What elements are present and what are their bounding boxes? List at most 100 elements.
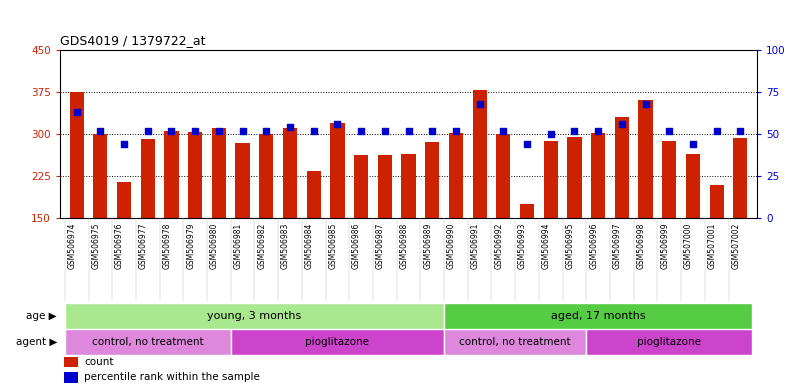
Point: [615, 121, 628, 127]
Point: [165, 127, 178, 134]
Bar: [260, 134, 273, 218]
Bar: [614, 117, 629, 218]
Bar: [444, 303, 752, 329]
Bar: [544, 141, 557, 218]
Bar: [496, 134, 510, 218]
Point: [521, 141, 533, 147]
Point: [592, 127, 605, 134]
Text: GSM506998: GSM506998: [637, 223, 646, 269]
Point: [284, 124, 296, 130]
Bar: [425, 142, 439, 218]
Text: GSM506997: GSM506997: [613, 223, 622, 269]
Text: aged, 17 months: aged, 17 months: [551, 311, 646, 321]
Text: control, no treatment: control, no treatment: [92, 337, 203, 347]
Text: GSM506991: GSM506991: [471, 223, 480, 269]
Bar: [231, 329, 444, 355]
Point: [212, 127, 225, 134]
Text: GSM506994: GSM506994: [541, 223, 551, 269]
Text: agent ▶: agent ▶: [16, 337, 57, 347]
Bar: [638, 100, 653, 218]
Point: [639, 101, 652, 107]
Point: [402, 127, 415, 134]
Bar: [401, 154, 416, 218]
Point: [94, 127, 107, 134]
Text: pioglitazone: pioglitazone: [305, 337, 369, 347]
Point: [118, 141, 131, 147]
Bar: [188, 132, 203, 218]
Point: [473, 101, 486, 107]
Bar: [449, 133, 463, 218]
Text: GSM506975: GSM506975: [91, 223, 100, 269]
Point: [568, 127, 581, 134]
Text: GSM507002: GSM507002: [731, 223, 740, 269]
Bar: [733, 138, 747, 218]
Text: pioglitazone: pioglitazone: [638, 337, 701, 347]
Bar: [64, 357, 78, 367]
Bar: [686, 154, 700, 218]
Text: GSM506977: GSM506977: [139, 223, 147, 269]
Text: GSM506986: GSM506986: [352, 223, 361, 269]
Bar: [65, 303, 444, 329]
Text: GSM506992: GSM506992: [494, 223, 503, 269]
Bar: [591, 133, 606, 218]
Bar: [235, 143, 250, 218]
Point: [331, 121, 344, 127]
Text: GSM506987: GSM506987: [376, 223, 384, 269]
Point: [545, 131, 557, 137]
Text: GSM507001: GSM507001: [707, 223, 717, 269]
Text: GSM506981: GSM506981: [234, 223, 243, 269]
Bar: [141, 139, 155, 218]
Text: age ▶: age ▶: [26, 311, 57, 321]
Point: [260, 127, 272, 134]
Bar: [662, 141, 676, 218]
Text: GSM506982: GSM506982: [257, 223, 266, 269]
Text: GSM506974: GSM506974: [67, 223, 77, 269]
Text: GSM506976: GSM506976: [115, 223, 124, 269]
Point: [734, 127, 747, 134]
Point: [378, 127, 391, 134]
Text: GSM507000: GSM507000: [684, 223, 693, 269]
Bar: [473, 90, 487, 218]
Point: [141, 127, 154, 134]
Text: GSM506984: GSM506984: [304, 223, 314, 269]
Text: young, 3 months: young, 3 months: [207, 311, 301, 321]
Bar: [70, 92, 84, 218]
Point: [449, 127, 462, 134]
Point: [189, 127, 202, 134]
Bar: [307, 170, 321, 218]
Point: [497, 127, 509, 134]
Text: GSM506983: GSM506983: [281, 223, 290, 269]
Bar: [444, 329, 586, 355]
Point: [710, 127, 723, 134]
Text: GSM506996: GSM506996: [589, 223, 598, 269]
Text: GSM506979: GSM506979: [186, 223, 195, 269]
Text: GSM506989: GSM506989: [423, 223, 433, 269]
Text: percentile rank within the sample: percentile rank within the sample: [84, 372, 260, 382]
Text: GSM506985: GSM506985: [328, 223, 337, 269]
Text: GSM506978: GSM506978: [163, 223, 171, 269]
Text: control, no treatment: control, no treatment: [459, 337, 571, 347]
Text: GSM506990: GSM506990: [447, 223, 456, 269]
Point: [308, 127, 320, 134]
Bar: [211, 128, 226, 218]
Point: [686, 141, 699, 147]
Point: [70, 109, 83, 115]
Bar: [520, 204, 534, 218]
Point: [426, 127, 439, 134]
Bar: [567, 137, 582, 218]
Text: GSM506980: GSM506980: [210, 223, 219, 269]
Bar: [64, 372, 78, 382]
Bar: [586, 329, 752, 355]
Bar: [283, 128, 297, 218]
Bar: [710, 185, 724, 218]
Bar: [378, 155, 392, 218]
Bar: [117, 182, 131, 218]
Text: GSM506993: GSM506993: [518, 223, 527, 269]
Bar: [65, 329, 231, 355]
Text: GDS4019 / 1379722_at: GDS4019 / 1379722_at: [60, 34, 206, 47]
Bar: [354, 155, 368, 218]
Bar: [330, 123, 344, 218]
Text: count: count: [84, 356, 114, 367]
Text: GSM506995: GSM506995: [566, 223, 574, 269]
Point: [663, 127, 676, 134]
